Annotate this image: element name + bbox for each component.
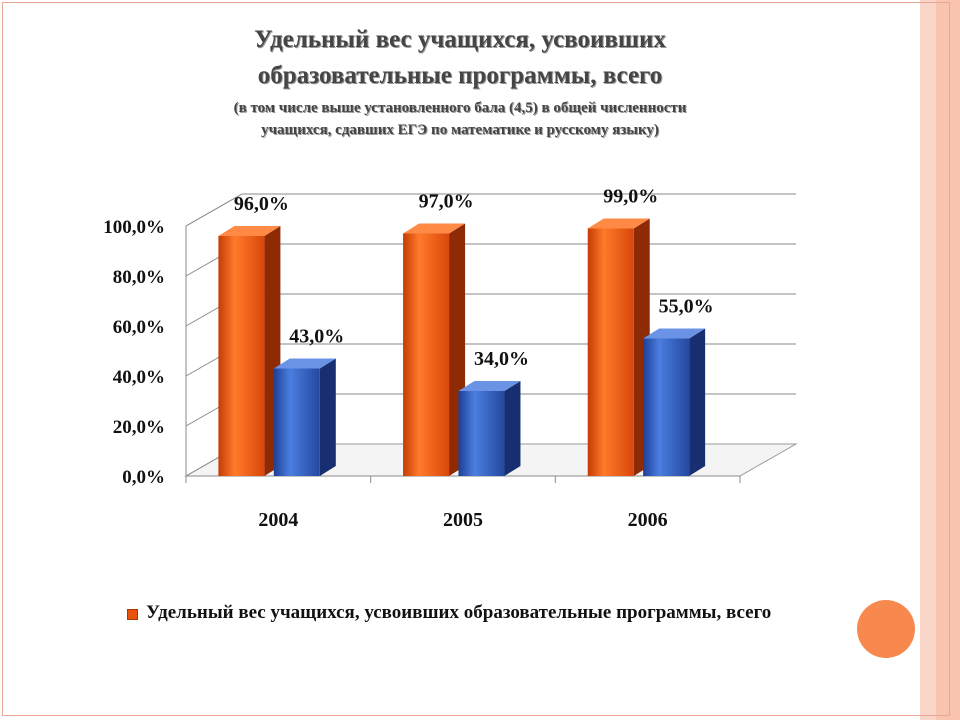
- decorative-stripe: [936, 0, 960, 720]
- bar-2006-series-1: [587, 228, 634, 476]
- data-label: 97,0%: [419, 191, 474, 213]
- bar-2006-series-2: [643, 338, 690, 476]
- decorative-circle: [857, 600, 915, 658]
- bar-side: [689, 328, 706, 476]
- bar-chart: 0,0% 20,0% 40,0% 60,0% 80,0% 100,0% 96,0% 43,0%…: [103, 186, 798, 531]
- bar-2005-series-1: [403, 233, 450, 476]
- legend-swatch-series-1: [127, 609, 138, 620]
- bar-top: [587, 218, 650, 229]
- bar-side: [504, 381, 521, 476]
- data-label: 34,0%: [474, 348, 529, 370]
- bar-top: [218, 226, 281, 236]
- x-tick-label: 2005: [443, 509, 483, 531]
- x-tick-label: 2006: [628, 509, 668, 531]
- bar-2004-series-1: [218, 236, 265, 476]
- y-tick-label: 20,0%: [113, 417, 165, 438]
- data-label: 96,0%: [234, 193, 289, 215]
- bar-top: [458, 381, 521, 391]
- y-tick-label: 80,0%: [113, 267, 165, 288]
- decorative-stripe: [920, 0, 936, 720]
- bar-2004-series-2: [273, 368, 320, 476]
- data-label: 43,0%: [289, 326, 344, 348]
- bar-side: [319, 358, 336, 476]
- x-tick-label: 2004: [258, 509, 298, 531]
- bar-top: [403, 223, 466, 234]
- slide-subtitle-line-2: учащихся, сдавших ЕГЭ по математике и ру…: [261, 122, 659, 138]
- slide-frame: [2, 2, 950, 716]
- slide-title-line-1: Удельный вес учащихся, усвоивших: [254, 26, 666, 53]
- bar-top: [643, 328, 706, 339]
- y-axis-top: [185, 193, 243, 227]
- slide-title-line-2: образовательные программы, всего: [257, 62, 663, 89]
- bar-top: [273, 358, 336, 369]
- y-tick-label: 40,0%: [113, 367, 165, 388]
- y-tick-label: 100,0%: [103, 217, 165, 238]
- data-label: 55,0%: [659, 296, 714, 318]
- y-tick-label: 60,0%: [113, 317, 165, 338]
- data-label: 99,0%: [603, 186, 658, 208]
- slide-subtitle-line-1: (в том числе выше установленного бала (4…: [233, 100, 687, 116]
- legend-label-series-1: Удельный вес учащихся, усвоивших образов…: [146, 602, 772, 623]
- y-tick-label: 0,0%: [122, 467, 165, 488]
- bar-2005-series-2: [458, 391, 505, 476]
